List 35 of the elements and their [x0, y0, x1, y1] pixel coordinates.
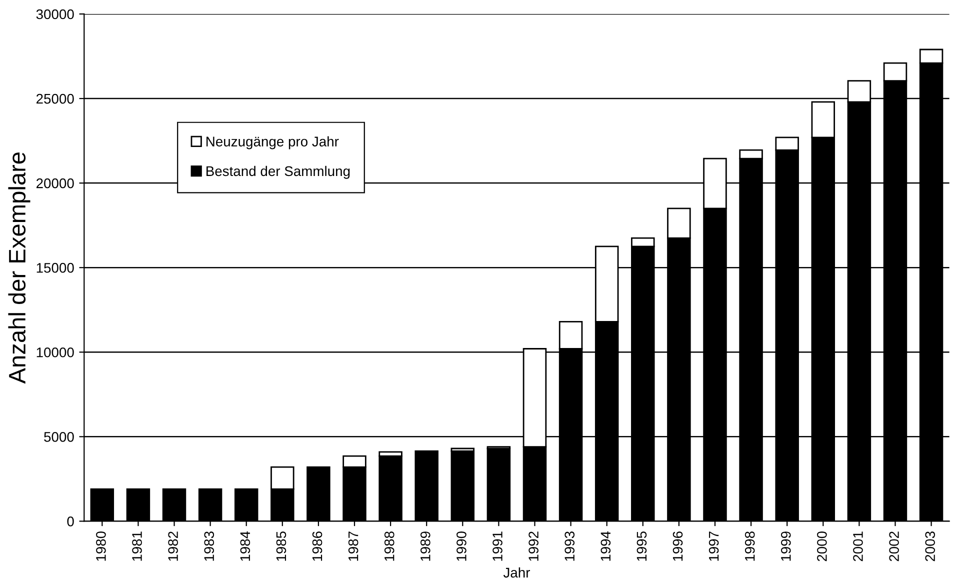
x-tick-label: 1983 [204, 532, 214, 561]
x-tick-label: 1988 [384, 532, 394, 561]
y-axis-title: Anzahl der Exemplare [8, 152, 30, 384]
legend-label: Neuzugänge pro Jahr [206, 136, 339, 150]
y-tick-label: 10000 [36, 347, 74, 358]
x-tick-label: 2003 [925, 532, 936, 562]
y-tick-label: 25000 [36, 94, 74, 104]
x-tick-label: 1984 [240, 531, 250, 561]
y-tick-label: 30000 [36, 9, 74, 20]
x-tick-label: 1999 [780, 532, 791, 561]
x-tick-label: 1989 [420, 532, 430, 561]
x-tick-label: 1980 [96, 531, 106, 561]
y-tick-label: 20000 [36, 178, 74, 188]
x-tick-label: 1994 [600, 531, 611, 561]
x-tick-label: 2001 [853, 532, 863, 562]
y-tick-label: 5000 [44, 432, 74, 442]
x-tick-label: 1981 [132, 532, 142, 561]
x-tick-label: 1998 [744, 532, 755, 561]
x-tick-label: 1993 [564, 532, 575, 561]
x-axis-title: Jahr [503, 567, 530, 578]
x-tick-label: 1987 [348, 532, 358, 561]
x-tick-label: 1991 [492, 532, 502, 561]
x-tick-label: 2002 [889, 532, 899, 562]
legend-label: Bestand der Sammlung [206, 166, 350, 179]
x-tick-label: 1997 [708, 532, 719, 561]
x-tick-label: 1985 [276, 532, 286, 561]
y-tick-label: 0 [67, 516, 74, 526]
x-tick-label: 2000 [817, 531, 827, 562]
x-tick-label: 1992 [528, 532, 538, 561]
x-tick-label: 1995 [636, 532, 647, 561]
x-tick-label: 1982 [168, 532, 178, 561]
x-tick-label: 1996 [672, 532, 683, 561]
x-tick-label: 1986 [312, 532, 322, 561]
y-tick-label: 15000 [36, 262, 74, 273]
x-tick-label: 1990 [456, 531, 466, 561]
